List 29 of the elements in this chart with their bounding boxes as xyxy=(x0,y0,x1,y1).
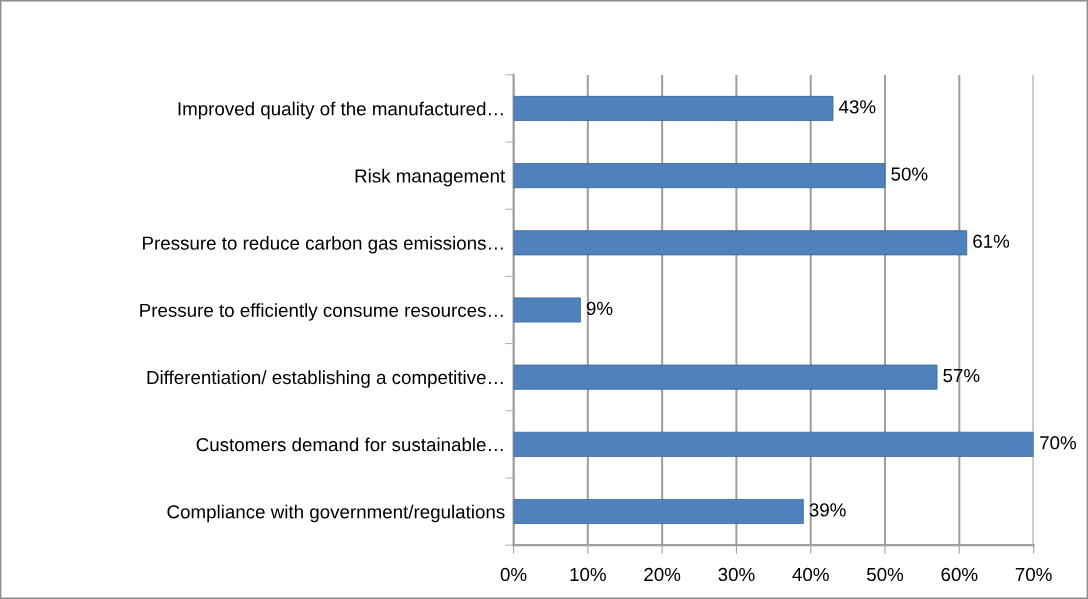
y-tick-label: Risk management xyxy=(355,168,506,187)
x-tick-label: 30% xyxy=(718,567,755,582)
y-tick-label: Customers demand for sustainable… xyxy=(196,437,503,452)
data-label: 9% xyxy=(586,301,613,316)
data-label: 70% xyxy=(1040,436,1077,450)
x-tick-label: 10% xyxy=(570,567,606,582)
bar xyxy=(513,230,968,256)
data-label: 50% xyxy=(891,167,928,181)
y-tick-label: Improved quality of the manufactured… xyxy=(178,101,503,120)
bar xyxy=(513,431,1034,457)
bar xyxy=(513,95,834,121)
bar xyxy=(513,364,938,390)
y-tick-label: Compliance with government/regulations xyxy=(167,504,505,523)
data-label: 57% xyxy=(943,368,980,383)
x-tick-label: 70% xyxy=(1015,567,1052,582)
x-tick-label: 40% xyxy=(792,567,829,582)
data-label: 43% xyxy=(838,100,876,114)
y-tick-label: Pressure to efficiently consume resources… xyxy=(140,303,503,321)
y-tick-label: Pressure to reduce carbon gas emissions… xyxy=(143,236,503,254)
data-label: 39% xyxy=(809,503,846,517)
bar xyxy=(513,498,804,525)
x-tick-label: 60% xyxy=(941,567,978,582)
x-tick-label: 50% xyxy=(867,567,904,582)
bar xyxy=(513,163,886,189)
x-tick-label: 20% xyxy=(644,567,681,582)
bar xyxy=(513,297,581,323)
data-label: 61% xyxy=(973,234,1010,248)
y-tick-label: Differentiation/ establishing a competitive… xyxy=(147,370,503,388)
x-tick-label: 0% xyxy=(500,567,527,582)
